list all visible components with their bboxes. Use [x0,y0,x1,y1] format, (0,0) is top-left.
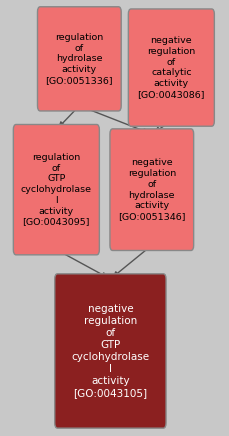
FancyBboxPatch shape [55,274,165,428]
Text: negative
regulation
of
catalytic
activity
[GO:0043086]: negative regulation of catalytic activit… [137,36,204,99]
Text: regulation
of
hydrolase
activity
[GO:0051336]: regulation of hydrolase activity [GO:005… [45,33,113,85]
Text: regulation
of
GTP
cyclohydrolase
I
activity
[GO:0043095]: regulation of GTP cyclohydrolase I activ… [21,153,91,226]
FancyBboxPatch shape [109,129,193,250]
FancyBboxPatch shape [128,9,213,126]
FancyBboxPatch shape [13,125,99,255]
FancyBboxPatch shape [37,7,121,111]
Text: negative
regulation
of
hydrolase
activity
[GO:0051346]: negative regulation of hydrolase activit… [117,158,185,221]
Text: negative
regulation
of
GTP
cyclohydrolase
I
activity
[GO:0043105]: negative regulation of GTP cyclohydrolas… [71,304,149,398]
